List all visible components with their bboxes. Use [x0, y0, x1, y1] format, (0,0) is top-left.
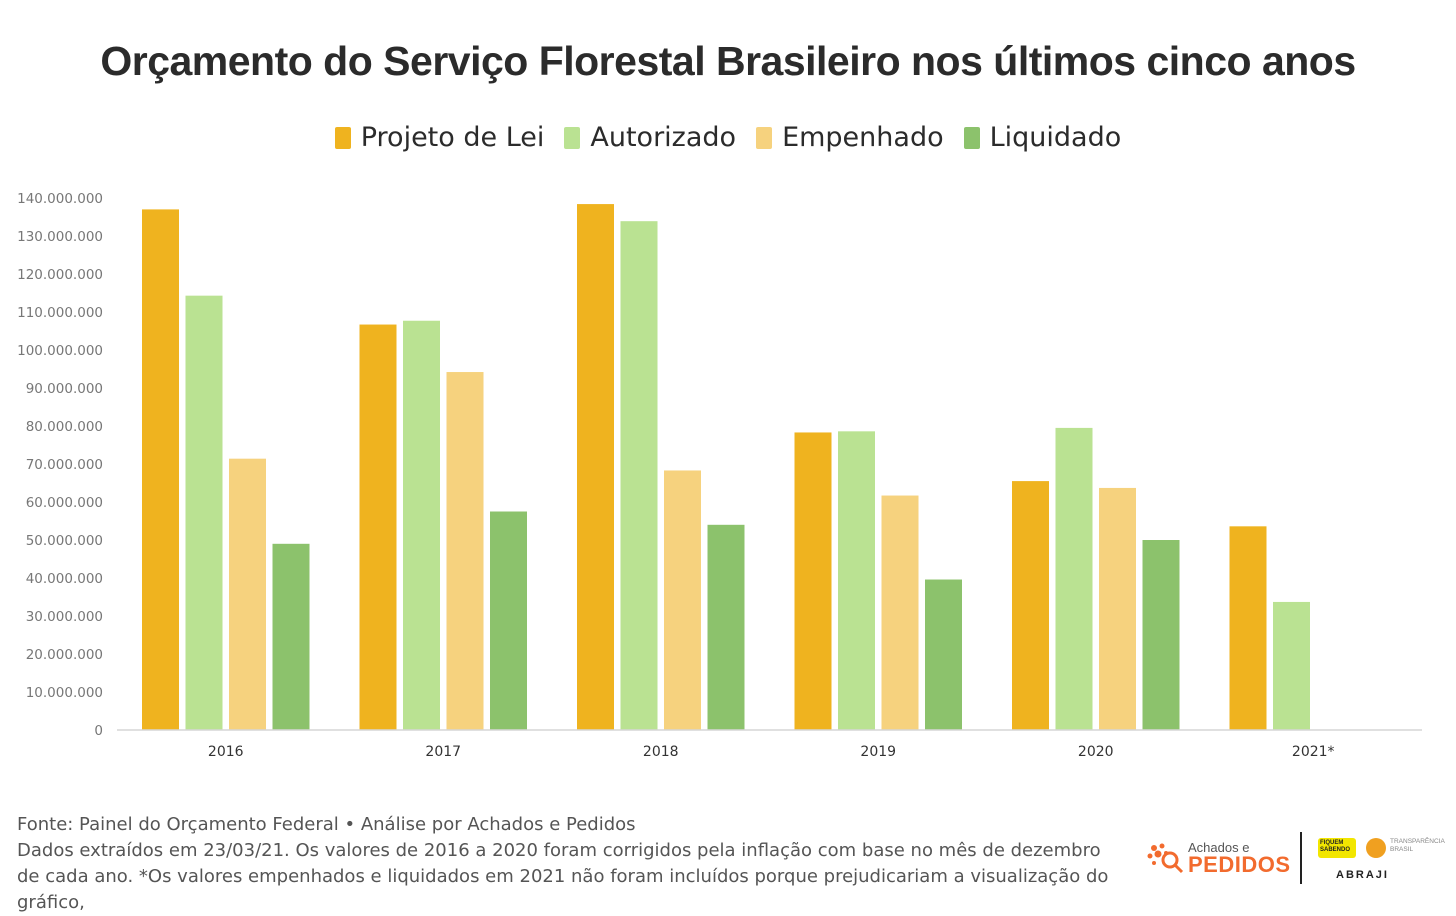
footer-source: Fonte: Painel do Orçamento Federal • Aná…: [17, 814, 636, 835]
y-tick-label: 120.000.000: [17, 267, 103, 283]
bar: [272, 543, 310, 730]
legend-item: Autorizado: [564, 122, 736, 153]
logo-divider: [1300, 832, 1302, 884]
y-axis: 0 10.000.000 20.000.000 30.000.000 40.000.00…: [17, 191, 103, 739]
x-axis: 2016 2017 2018 2019 2020 2021*: [208, 744, 1335, 760]
y-tick-label: 0: [94, 723, 103, 739]
bar: [185, 295, 223, 730]
y-tick-label: 50.000.000: [26, 533, 103, 549]
abraji-label: ABRAJI: [1336, 869, 1389, 881]
footer: Fonte: Painel do Orçamento Federal • Aná…: [17, 812, 1117, 916]
x-tick-label: 2019: [860, 744, 896, 760]
bar-chart: 0 10.000.000 20.000.000 30.000.000 40.000.00…: [17, 191, 1422, 760]
achados-label: Achados e: [1188, 840, 1250, 855]
bar: [446, 372, 484, 730]
fiquem-sabendo-label: FIQUEM SABENDO: [1320, 840, 1351, 853]
bar: [794, 432, 832, 730]
partner-logos: Achados e PEDIDOS FIQUEM SABENDO TRANSPA…: [1140, 828, 1444, 888]
y-tick-label: 60.000.000: [26, 495, 103, 511]
legend-item: Projeto de Lei: [334, 122, 545, 153]
legend-item: Liquidado: [963, 122, 1122, 153]
bar: [142, 209, 179, 730]
x-tick-label: 2017: [425, 744, 461, 760]
legend-swatch: [334, 126, 351, 149]
bar: [1229, 526, 1267, 730]
bar: [881, 495, 919, 730]
transparencia-brasil-label: TRANSPARÊNCIA BRASIL: [1390, 838, 1445, 853]
y-tick-label: 30.000.000: [26, 609, 103, 625]
bar: [1273, 601, 1310, 730]
y-tick-label: 90.000.000: [26, 381, 103, 397]
bar: [229, 458, 266, 730]
bar: [577, 204, 614, 730]
bar: [359, 324, 397, 730]
y-tick-label: 130.000.000: [17, 229, 103, 245]
y-tick-label: 70.000.000: [26, 457, 103, 473]
chart-legend: Projeto de Lei Autorizado Empenhado Liquida…: [0, 122, 1456, 153]
bar: [925, 579, 962, 730]
y-tick-label: 100.000.000: [17, 343, 103, 359]
y-tick-label: 140.000.000: [17, 191, 103, 207]
bar: [1142, 540, 1180, 730]
y-tick-label: 10.000.000: [26, 685, 103, 701]
x-tick-label: 2020: [1078, 744, 1114, 760]
x-tick-label: 2018: [643, 744, 679, 760]
bar: [1055, 427, 1093, 730]
fiquem-sabendo-logo: FIQUEM SABENDO: [1318, 838, 1356, 858]
bar: [490, 511, 527, 730]
bars: [142, 204, 1310, 730]
bar: [620, 221, 658, 730]
y-tick-label: 40.000.000: [26, 571, 103, 587]
transparencia-brasil-logo-icon: [1366, 838, 1386, 858]
legend-item: Empenhado: [756, 122, 944, 153]
pedidos-label: PEDIDOS: [1188, 852, 1291, 877]
bar: [403, 320, 440, 730]
bar: [1012, 481, 1049, 730]
chart-title: Orçamento do Serviço Florestal Brasileir…: [100, 38, 1356, 84]
bar: [838, 431, 875, 730]
legend-label: Liquidado: [989, 122, 1122, 153]
legend-swatch: [963, 126, 980, 149]
x-tick-label: 2016: [208, 744, 244, 760]
bar: [1099, 487, 1136, 730]
x-tick-label: 2021*: [1292, 744, 1335, 760]
legend-swatch: [756, 126, 773, 149]
legend-label: Autorizado: [590, 122, 737, 153]
y-tick-label: 20.000.000: [26, 647, 103, 663]
bar: [664, 470, 701, 730]
achados-pedidos-logo-icon: [1147, 843, 1184, 874]
footer-note: Dados extraídos em 23/03/21. Os valores …: [17, 840, 1109, 913]
bar: [707, 524, 745, 730]
legend-label: Empenhado: [782, 122, 944, 153]
legend-label: Projeto de Lei: [360, 122, 545, 153]
y-tick-label: 80.000.000: [26, 419, 103, 435]
legend-swatch: [564, 126, 581, 149]
y-tick-label: 110.000.000: [17, 305, 103, 321]
